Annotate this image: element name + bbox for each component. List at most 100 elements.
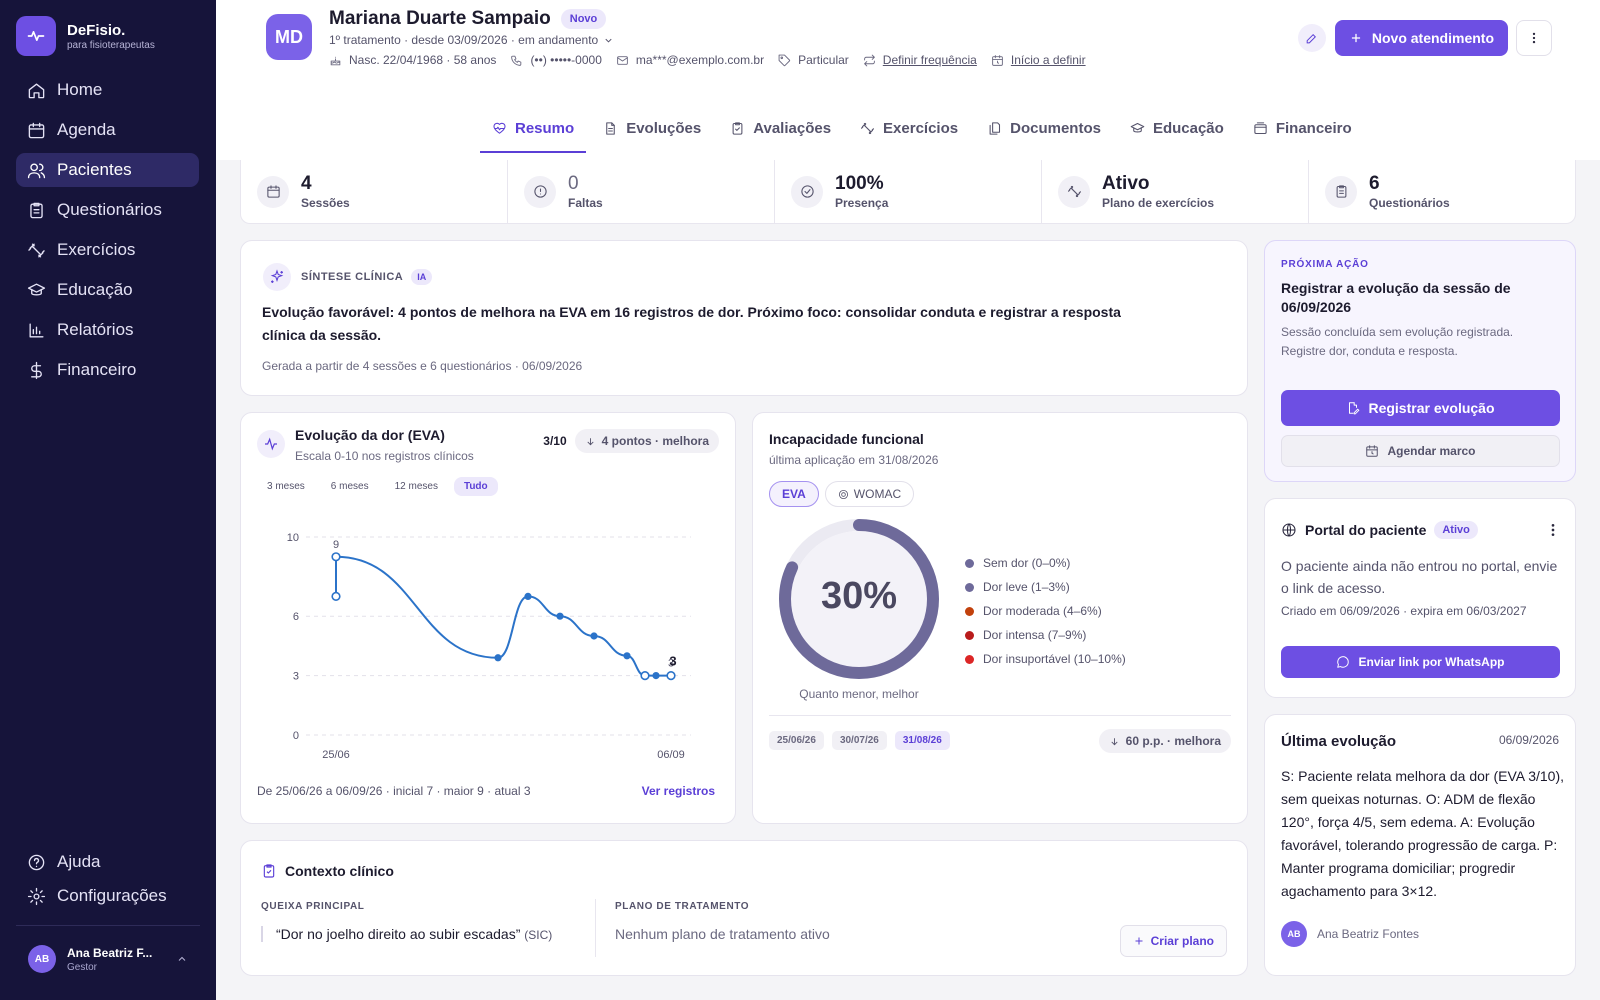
register-evolution-button[interactable]: Registrar evolução (1281, 390, 1560, 426)
globe-icon (1282, 523, 1296, 537)
tab-resumo[interactable]: Resumo (480, 105, 587, 153)
create-plan-button[interactable]: Criar plano (1119, 925, 1227, 957)
x-tick-label: 25/06 (322, 749, 350, 761)
define-frequency-link[interactable]: Definir frequência (863, 53, 977, 67)
range-12m[interactable]: 12 meses (394, 481, 438, 492)
stat-plano-exercicios: Ativo Plano de exercícios (1042, 160, 1309, 223)
send-whatsapp-link-button[interactable]: Enviar link por WhatsApp (1281, 646, 1560, 678)
card-title: Contexto clínico (285, 863, 394, 879)
tag-icon (778, 54, 791, 66)
chevron-down-icon (605, 38, 612, 43)
stat-faltas: 0 Faltas (508, 160, 775, 223)
file-text-icon (606, 121, 615, 135)
date-chip[interactable]: 25/06/26 (769, 731, 824, 750)
tab-financeiro[interactable]: Financeiro (1241, 105, 1364, 151)
message-circle-icon (1337, 656, 1350, 668)
tab-documentos[interactable]: Documentos (975, 105, 1113, 151)
target-icon (838, 489, 848, 499)
main-nav: Home Agenda Pacientes Questionários Exer… (16, 73, 199, 393)
sidebar-item-label: Pacientes (57, 160, 132, 179)
portal-meta: Criado em 06/09/2026 · expira em 06/03/2… (1281, 604, 1527, 618)
treatment-selector[interactable]: 1º tratamento · desde 03/09/2026 · em an… (329, 33, 614, 47)
view-records-link[interactable]: Ver registros (641, 784, 715, 798)
gauge-fill (779, 519, 939, 679)
email-info: ma***@exemplo.com.br (616, 53, 764, 67)
gauge-value: 30% (820, 575, 898, 617)
scale-eva[interactable]: EVA (769, 481, 819, 507)
cake-icon (330, 56, 341, 65)
birth-info: Nasc. 22/04/1968 · 58 anos (329, 53, 496, 67)
sidebar-item-relatorios[interactable]: Relatórios (16, 313, 199, 347)
range-3m[interactable]: 3 meses (267, 481, 305, 492)
dumbbell-icon (28, 242, 45, 258)
tab-evolucoes[interactable]: Evoluções (591, 105, 713, 151)
sidebar-item-educacao[interactable]: Educação (16, 273, 199, 307)
y-tick-label: 6 (293, 611, 299, 623)
sidebar-item-financeiro[interactable]: Financeiro (16, 353, 199, 387)
data-point (652, 672, 660, 680)
data-label: 9 (333, 539, 339, 551)
user-menu[interactable]: AB Ana Beatriz F... Gestor (28, 945, 188, 973)
heart-pulse-icon (493, 122, 506, 134)
user-name: Ana Beatriz F... (67, 945, 153, 960)
define-start-link[interactable]: Início a definir (991, 53, 1086, 67)
legend-dot (965, 654, 974, 664)
sidebar-item-pacientes[interactable]: Pacientes (16, 153, 199, 187)
clinical-context-card: Contexto clínico QUEIXA PRINCIPAL “Dor n… (240, 840, 1248, 976)
dumbbell-icon (861, 122, 875, 134)
evolution-text: S: Paciente relata melhora da dor (EVA 3… (1281, 768, 1565, 899)
sidebar-item-questionarios[interactable]: Questionários (16, 193, 199, 227)
graduation-cap-icon (27, 282, 46, 296)
sidebar-item-home[interactable]: Home (16, 73, 199, 107)
patient-tabs: Resumo Evoluções Avaliações Exercícios D… (480, 105, 1369, 153)
calendar-clock-icon (1366, 445, 1379, 457)
synthesis-footer: Gerada a partir de 4 sessões e 6 questio… (262, 359, 583, 373)
stat-questionarios: 6 Questionários (1309, 160, 1575, 223)
range-6m[interactable]: 6 meses (330, 481, 369, 492)
ai-badge: IA (411, 269, 433, 285)
main-complaint: QUEIXA PRINCIPAL “Dor no joelho direito … (261, 901, 552, 942)
card-subtitle: última aplicação em 31/08/2026 (769, 453, 939, 467)
scale-womac[interactable]: WOMAC (824, 481, 915, 507)
status-badge: Ativo (1434, 521, 1478, 539)
sidebar-item-agenda[interactable]: Agenda (16, 113, 199, 147)
tab-exercicios[interactable]: Exercícios (848, 105, 970, 151)
tab-educacao[interactable]: Educação (1118, 105, 1236, 151)
stat-label: Questionários (1369, 196, 1450, 210)
legend-item: Dor leve (1–3%) (965, 575, 1126, 599)
date-chip[interactable]: 30/07/26 (831, 731, 887, 750)
gauge-center (791, 531, 927, 667)
avatar: AB (28, 945, 56, 973)
date-chip[interactable]: 31/08/26 (894, 731, 950, 750)
calendar-icon (28, 122, 45, 138)
sidebar-item-exercicios[interactable]: Exercícios (16, 233, 199, 267)
edit-patient-button[interactable] (1297, 24, 1326, 52)
stat-label: Faltas (568, 196, 603, 210)
range-all[interactable]: Tudo (453, 477, 498, 496)
more-options-button[interactable] (1516, 20, 1552, 56)
pain-evolution-card: Evolução da dor (EVA) Escala 0-10 nos re… (240, 412, 736, 824)
pencil-icon (1307, 33, 1317, 43)
card-title: Incapacidade funcional (769, 431, 924, 447)
legend-dot (965, 606, 974, 616)
schedule-milestone-button[interactable]: Agendar marco (1281, 435, 1560, 467)
more-vertical-icon (1532, 32, 1536, 44)
new-appointment-button[interactable]: Novo atendimento (1334, 20, 1508, 56)
card-title: Portal do paciente (1305, 522, 1427, 538)
legend-dot (965, 582, 974, 592)
sidebar-item-configuracoes[interactable]: Configurações (16, 879, 199, 913)
section-label: PLANO DE TRATAMENTO (615, 901, 750, 912)
legend-item: Dor insuportável (10–10%) (965, 647, 1126, 671)
legend-dot (965, 630, 974, 640)
patient-avatar: MD (266, 14, 312, 60)
more-vertical-icon[interactable] (1545, 522, 1561, 538)
treatment-plan: PLANO DE TRATAMENTO Nenhum plano de trat… (615, 901, 830, 942)
y-tick-label: 10 (287, 532, 299, 544)
tab-avaliacoes[interactable]: Avaliações (718, 105, 843, 151)
data-point (556, 612, 564, 620)
sidebar-item-ajuda[interactable]: Ajuda (16, 845, 199, 879)
section-label: QUEIXA PRINCIPAL (261, 901, 365, 912)
brand[interactable]: DeFisio. para fisioterapeutas (16, 16, 155, 56)
users-icon (27, 162, 46, 178)
